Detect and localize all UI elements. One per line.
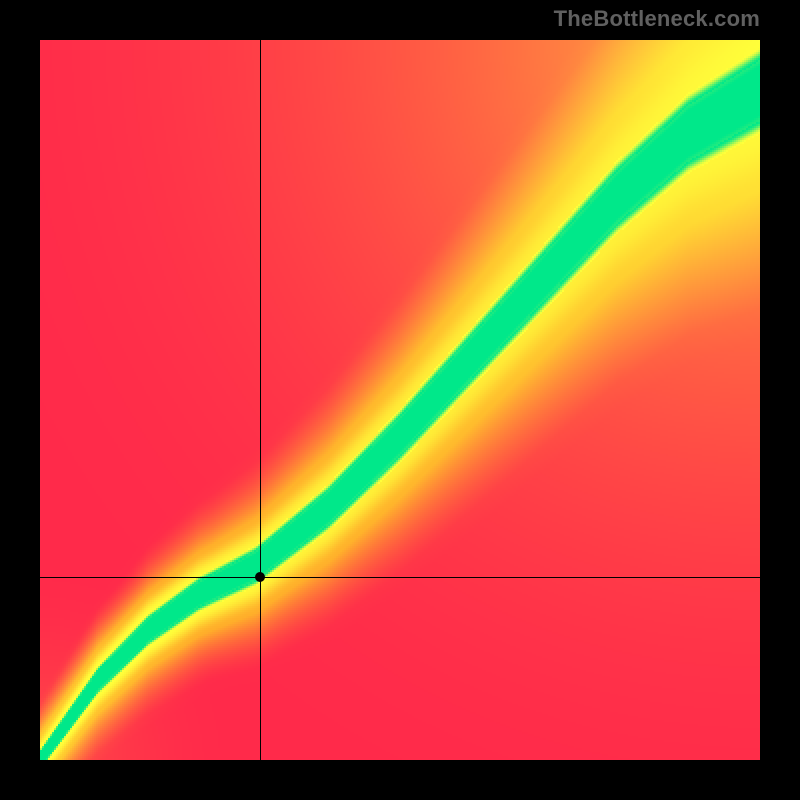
marker-dot [255, 572, 265, 582]
plot-area [40, 40, 760, 760]
crosshair-horizontal [40, 577, 760, 578]
watermark-text: TheBottleneck.com [554, 6, 760, 32]
crosshair-vertical [260, 40, 261, 760]
heatmap-canvas [40, 40, 760, 760]
